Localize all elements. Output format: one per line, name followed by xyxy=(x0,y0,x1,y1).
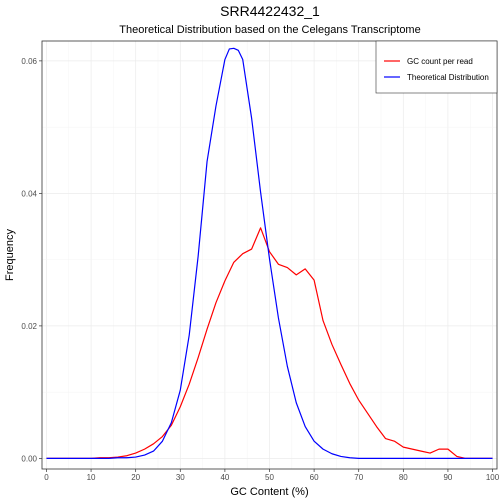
series-line-gc-count xyxy=(46,227,493,459)
y-tick-label: 0.00 xyxy=(21,454,37,463)
x-tick-label: 30 xyxy=(176,473,185,482)
y-axis-label: Frequency xyxy=(4,229,16,281)
x-tick-label: 40 xyxy=(220,473,229,482)
legend-label-theoretical: Theoretical Distribution xyxy=(407,73,489,82)
y-tick-label: 0.06 xyxy=(21,57,37,66)
legend: GC count per read Theoretical Distributi… xyxy=(375,40,498,94)
chart-title: SRR4422432_1 xyxy=(220,3,320,19)
x-tick-label: 70 xyxy=(354,473,363,482)
x-axis-label: GC Content (%) xyxy=(230,486,308,498)
x-tick-label: 10 xyxy=(87,473,96,482)
x-tick-label: 100 xyxy=(486,473,500,482)
legend-label-gc-count: GC count per read xyxy=(407,57,473,66)
x-tick-label: 50 xyxy=(265,473,274,482)
x-tick-label: 20 xyxy=(131,473,140,482)
x-tick-label: 60 xyxy=(310,473,319,482)
axis-ticks: 0 10 20 30 40 50 60 70 80 90 100 0.00 0.02 0.04 0.06 xyxy=(21,57,499,482)
y-tick-label: 0.04 xyxy=(21,189,37,198)
x-tick-label: 80 xyxy=(399,473,408,482)
chart-subtitle: Theoretical Distribution based on the Ce… xyxy=(119,24,420,36)
x-tick-label: 0 xyxy=(44,473,49,482)
legend-box xyxy=(375,40,498,94)
series-lines xyxy=(46,47,493,459)
y-tick-label: 0.02 xyxy=(21,322,37,331)
series-line-theoretical xyxy=(46,47,493,459)
x-tick-label: 90 xyxy=(443,473,452,482)
